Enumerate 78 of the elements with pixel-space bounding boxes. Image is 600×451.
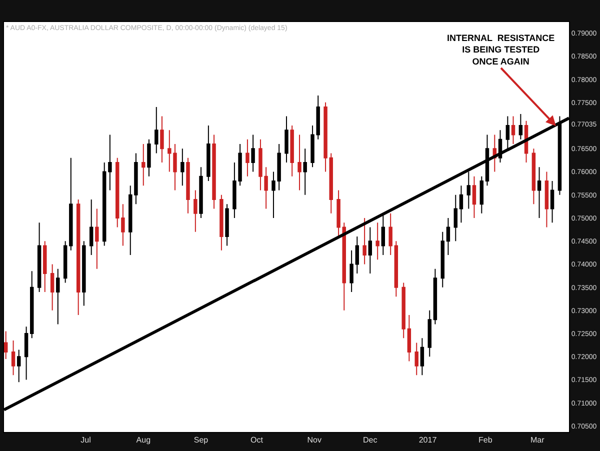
candlestick bbox=[154, 106, 158, 154]
candlestick bbox=[350, 250, 354, 292]
candlestick bbox=[212, 134, 216, 210]
x-tick-label: Oct bbox=[250, 436, 264, 445]
candlestick bbox=[116, 157, 120, 228]
candlestick bbox=[376, 222, 380, 260]
candlestick bbox=[69, 157, 73, 251]
candlestick bbox=[480, 176, 484, 214]
candlestick bbox=[518, 113, 523, 140]
candlestick bbox=[17, 349, 21, 383]
candlestick bbox=[303, 148, 307, 196]
candlestick bbox=[56, 268, 60, 325]
candlestick bbox=[24, 326, 28, 380]
candlestick bbox=[95, 208, 99, 270]
candlestick bbox=[186, 157, 190, 214]
candlestick bbox=[342, 222, 346, 311]
candlestick bbox=[446, 217, 450, 256]
candlestick bbox=[433, 268, 438, 325]
candlestick bbox=[336, 190, 340, 237]
candlestick bbox=[550, 180, 554, 224]
x-tick-label: Aug bbox=[136, 436, 151, 445]
candlestick bbox=[142, 144, 146, 186]
candlestick bbox=[147, 138, 151, 177]
candlestick bbox=[459, 185, 464, 224]
candlestick bbox=[298, 134, 302, 191]
candlestick bbox=[108, 134, 112, 191]
candlestick bbox=[121, 204, 125, 246]
candlestick bbox=[194, 190, 198, 232]
candlestick bbox=[428, 310, 432, 358]
candlestick bbox=[368, 226, 372, 274]
candlestick bbox=[362, 217, 366, 265]
candlestick bbox=[225, 204, 229, 246]
candlestick bbox=[4, 330, 8, 360]
candlestick bbox=[160, 116, 164, 164]
candlestick bbox=[30, 270, 34, 339]
candlestick bbox=[50, 264, 54, 311]
candlestick bbox=[466, 171, 470, 210]
x-tick-label: Jul bbox=[80, 436, 92, 445]
candlestick bbox=[355, 236, 359, 274]
candlestick bbox=[381, 212, 386, 256]
candlestick bbox=[485, 134, 490, 186]
candlestick bbox=[246, 138, 250, 177]
candlestick bbox=[206, 125, 210, 182]
candlestick bbox=[290, 125, 294, 177]
x-tick-label: Feb bbox=[478, 436, 493, 445]
candlestick bbox=[544, 171, 549, 228]
candlestick bbox=[37, 222, 42, 292]
candlestick bbox=[524, 120, 528, 164]
candlestick bbox=[388, 212, 392, 256]
candlestick bbox=[511, 116, 516, 145]
candlestick bbox=[180, 148, 184, 186]
candlestick bbox=[251, 134, 255, 172]
candlestick bbox=[407, 314, 412, 362]
candlestick bbox=[102, 162, 106, 246]
candlestick bbox=[454, 194, 458, 242]
x-tick-label: Sep bbox=[194, 436, 209, 445]
candlestick bbox=[82, 240, 86, 306]
candlestick bbox=[63, 240, 68, 284]
candlestick bbox=[199, 166, 203, 218]
annotation: INTERNAL RESISTANCE IS BEING TESTED ONCE AGAIN bbox=[447, 33, 555, 66]
candlestick bbox=[537, 166, 542, 218]
x-tick-label: Nov bbox=[307, 436, 322, 445]
candlestick bbox=[89, 199, 94, 256]
x-tick-label: Mar bbox=[530, 436, 545, 445]
candlestick bbox=[394, 240, 398, 298]
candlestick bbox=[440, 231, 444, 288]
candlestick bbox=[414, 342, 418, 376]
candlestick bbox=[402, 282, 406, 339]
x-tick-label: Dec bbox=[363, 436, 378, 445]
candlestick bbox=[284, 116, 288, 164]
candlestick bbox=[420, 338, 424, 376]
candlestick bbox=[43, 240, 47, 292]
candlestick bbox=[472, 176, 476, 218]
candlestick bbox=[76, 199, 80, 316]
candlestick bbox=[11, 340, 16, 376]
candlestick bbox=[220, 194, 224, 251]
candlestick bbox=[532, 148, 536, 205]
x-tick-label: 2017 bbox=[418, 436, 438, 445]
